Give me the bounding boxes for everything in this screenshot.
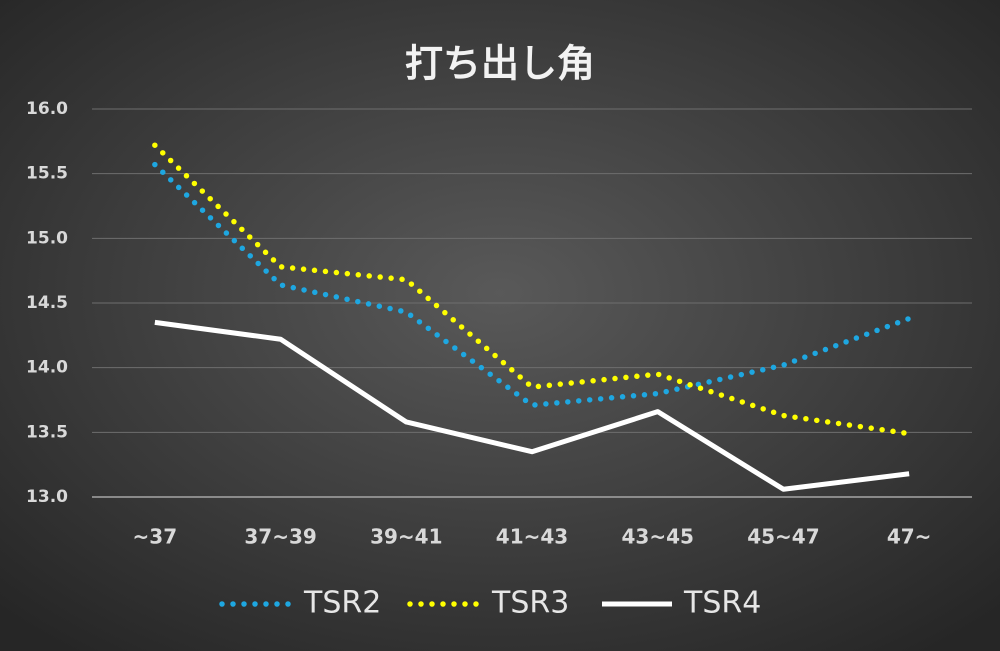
y-tick-label: 15.0 [26,228,68,248]
y-tick-label: 15.5 [26,164,68,184]
y-tick-label: 13.0 [26,487,68,507]
legend-label: TSR3 [491,586,569,621]
y-tick-label: 16.0 [26,99,68,119]
series-line [152,142,912,437]
x-tick-label: ~37 [133,525,178,549]
chart-title: 打ち出し角 [405,42,595,86]
legend-label: TSR4 [683,586,761,621]
y-tick-label: 13.5 [26,422,68,442]
x-tick-label: 37~39 [244,525,316,549]
x-tick-label: 47~ [887,525,932,549]
x-tick-label: 41~43 [496,525,568,549]
y-tick-label: 14.5 [26,293,68,313]
legend-label: TSR2 [303,586,381,621]
x-tick-label: 43~45 [622,525,694,549]
y-tick-label: 14.0 [26,358,68,378]
series-line [154,319,910,492]
x-tick-label: 39~41 [370,525,442,549]
x-tick-label: 45~47 [747,525,819,549]
series-line [152,161,912,409]
